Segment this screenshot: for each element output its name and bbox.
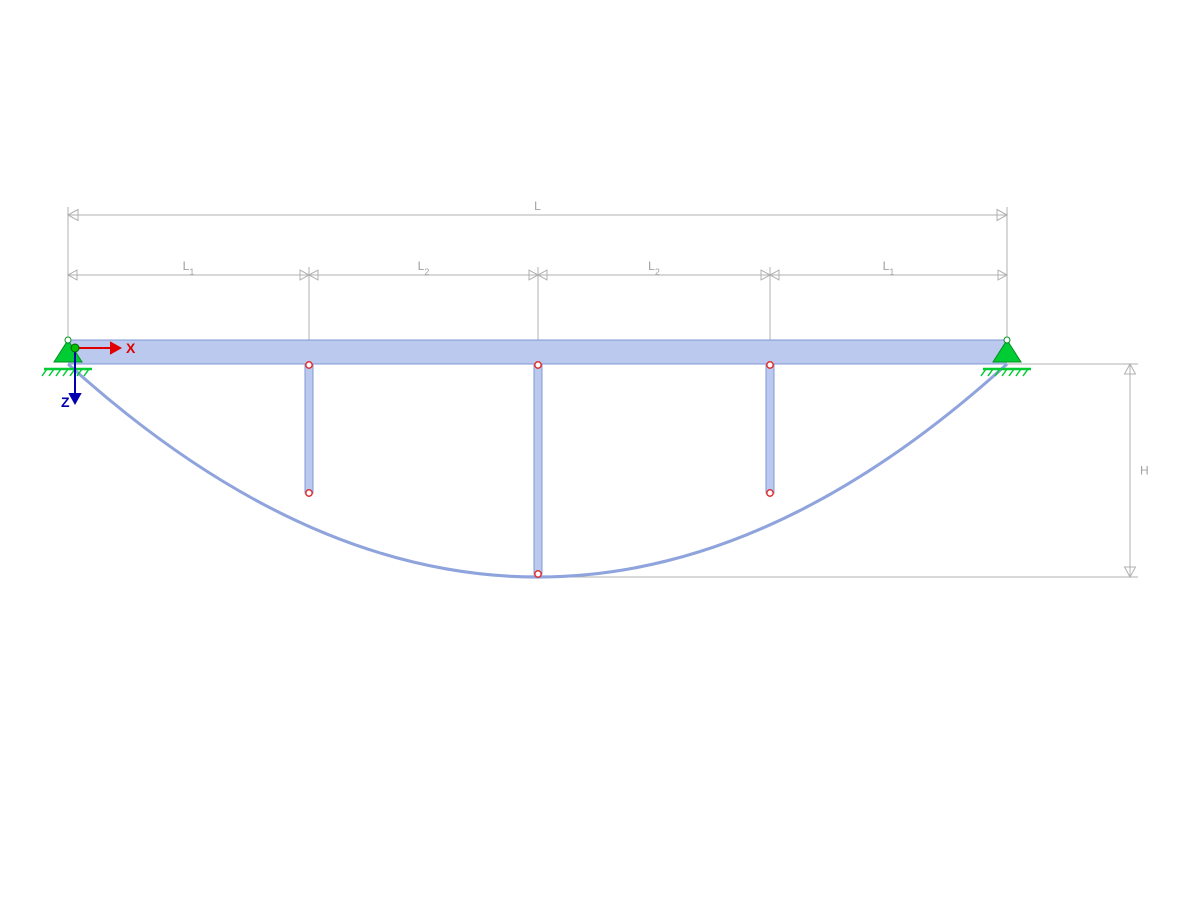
hinge-icon xyxy=(535,571,541,577)
hinge-icon xyxy=(767,362,773,368)
vertical-strut xyxy=(766,364,774,493)
dim-label-segment: L2 xyxy=(648,259,660,277)
hinge-icon xyxy=(767,490,773,496)
dim-label-H: H xyxy=(1140,464,1149,478)
vertical-strut xyxy=(534,364,542,574)
axis-x-label: X xyxy=(126,340,136,356)
dim-label-segment: L1 xyxy=(883,259,895,277)
dim-label-segment: L2 xyxy=(418,259,430,277)
dim-label-L: L xyxy=(534,199,541,213)
deck-beam xyxy=(68,340,1007,364)
hinge-icon xyxy=(306,490,312,496)
structural-diagram: L L1 L2 L2 L1 H X Z xyxy=(0,0,1200,900)
hinge-icon xyxy=(306,362,312,368)
axis-z-label: Z xyxy=(61,394,70,410)
vertical-strut xyxy=(305,364,313,493)
dim-label-segment: L1 xyxy=(183,259,195,277)
hinge-icon xyxy=(535,362,541,368)
